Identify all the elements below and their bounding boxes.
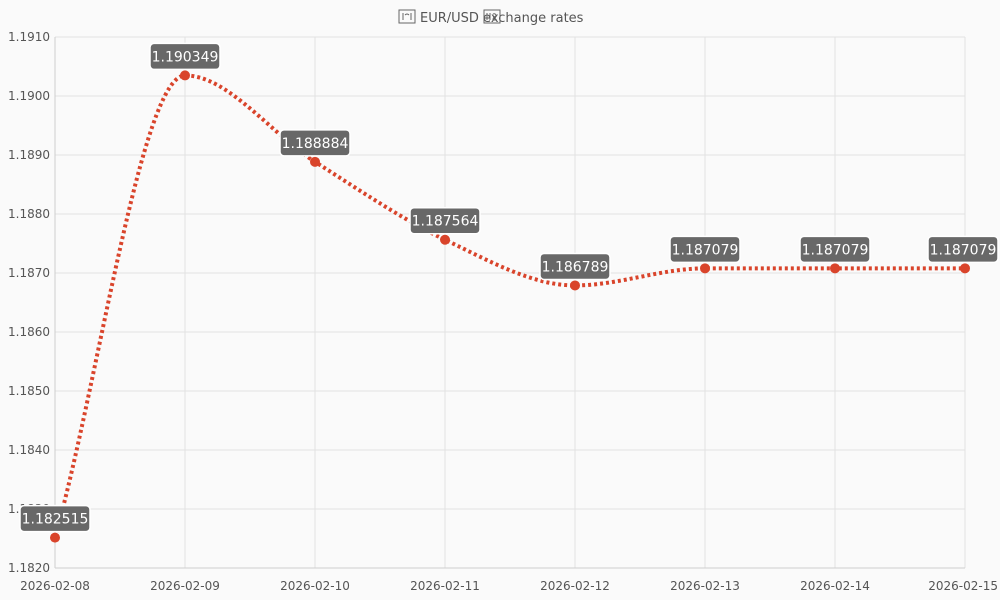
x-tick-label: 2026-02-08 [20,579,90,593]
data-label-text: 1.187079 [672,242,739,258]
data-label-text: 1.187079 [930,242,997,258]
data-label-box [279,129,351,157]
x-tick-label: 2026-02-12 [540,579,610,593]
data-label-text: 1.182515 [22,512,89,528]
data-label: 1.186789 [539,252,611,281]
data-label-box [927,235,999,264]
data-label-text: 1.187079 [802,242,869,258]
data-label-box [539,252,611,281]
x-tick-label: 2026-02-14 [800,579,870,593]
y-tick-label: 1.1870 [8,266,50,280]
x-tick-label: 2026-02-10 [280,579,350,593]
grid [54,36,966,569]
data-label-box [149,42,221,71]
data-label-box [409,206,481,235]
data-label: 1.187079 [669,235,741,264]
y-tick-label: 1.1840 [8,443,50,457]
y-tick-label: 1.1900 [8,89,50,103]
x-tick-label: 2026-02-09 [150,579,220,593]
data-label-text: 1.186789 [542,259,609,275]
data-point[interactable] [830,263,840,274]
data-point[interactable] [310,156,320,167]
x-tick-label: 2026-02-15 [928,579,998,593]
y-tick-label: 1.1860 [8,325,50,339]
data-label-box [799,235,871,264]
series-group [50,70,970,543]
data-point[interactable] [50,532,60,543]
data-label: 1.187079 [927,235,999,264]
series-line [53,73,965,539]
data-label-text: 1.188884 [282,136,349,152]
data-point[interactable] [180,70,190,81]
data-label: 1.182515 [19,504,91,533]
y-tick-label: 1.1880 [8,207,50,221]
data-label: 1.187079 [799,235,871,264]
data-point[interactable] [700,263,710,274]
x-tick-label: 2026-02-13 [670,579,740,593]
data-label: 1.190349 [149,42,221,71]
y-tick-label: 1.1820 [8,561,50,575]
us-flag-icon [483,9,501,24]
data-labels-group: 1.182515 1.190349 1.188884 1.187564 1.186789… [19,42,999,533]
y-tick-label: 1.1850 [8,384,50,398]
y-tick-label: 1.1910 [8,30,50,44]
chart-title-group: EUR/USD exchange rates [398,9,584,26]
data-label: 1.188884 [279,129,351,157]
data-label: 1.187564 [409,206,481,235]
axes: 1.18201.18301.18401.18501.18601.18701.18… [8,30,998,593]
data-label-text: 1.187564 [412,214,479,230]
data-label-box [669,235,741,264]
data-label-text: 1.190349 [152,49,219,65]
data-point[interactable] [960,263,970,274]
eu-flag-icon [398,9,416,24]
data-point[interactable] [440,234,450,245]
chart-title: EUR/USD exchange rates [420,11,584,26]
data-point[interactable] [570,280,580,291]
x-tick-label: 2026-02-11 [410,579,480,593]
data-label-box [19,504,91,533]
y-tick-label: 1.1890 [8,148,50,162]
